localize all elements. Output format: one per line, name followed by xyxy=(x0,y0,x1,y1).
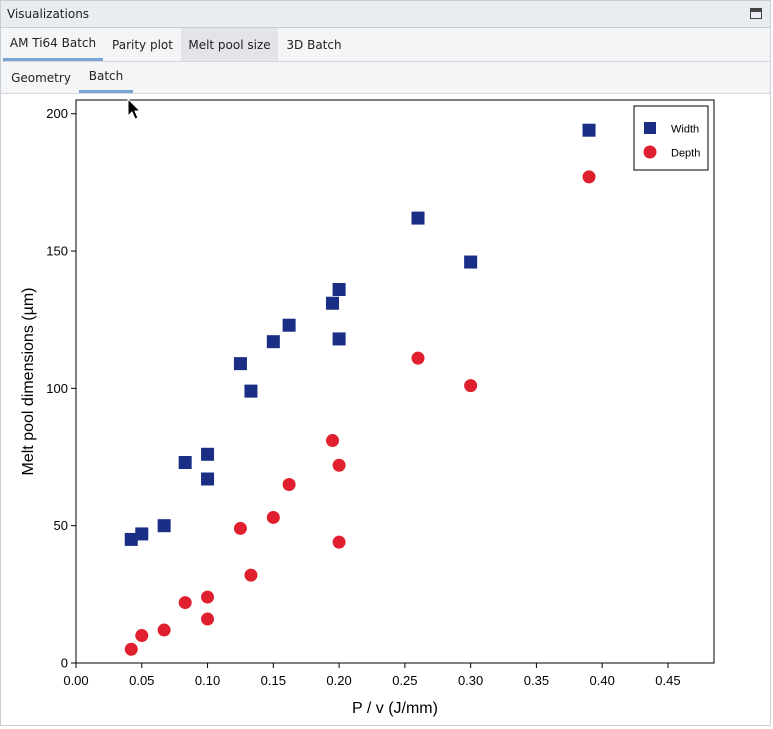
tab-parity-plot[interactable]: Parity plot xyxy=(104,28,181,61)
x-tick-label: 0.40 xyxy=(590,673,615,688)
width-point xyxy=(332,282,346,296)
chart-legend: Width Depth xyxy=(633,105,709,171)
width-point xyxy=(411,211,425,225)
width-point xyxy=(157,519,171,533)
tab-3d-batch[interactable]: 3D Batch xyxy=(279,28,349,61)
depth-point xyxy=(464,379,478,393)
depth-point xyxy=(244,568,258,582)
width-point xyxy=(266,335,280,349)
tab-label: Melt pool size xyxy=(188,37,271,52)
y-axis-ticks: 0 50 100 150 200 xyxy=(46,106,76,671)
width-point xyxy=(201,447,215,461)
width-point xyxy=(233,357,247,371)
x-tick-label: 0.05 xyxy=(129,673,154,688)
panel-title: Visualizations xyxy=(7,7,90,21)
x-tick-label: 0.10 xyxy=(195,673,220,688)
width-point xyxy=(178,456,192,470)
y-tick-label: 150 xyxy=(46,244,68,259)
width-point xyxy=(244,384,258,398)
width-point xyxy=(326,296,340,310)
mouse-pointer-icon xyxy=(127,98,142,120)
x-axis-label: P / v (J/mm) xyxy=(352,700,438,717)
legend-depth-label: Depth xyxy=(671,148,700,160)
depth-point xyxy=(332,458,346,472)
y-tick-label: 200 xyxy=(46,106,68,121)
width-point xyxy=(282,318,296,332)
depth-point xyxy=(201,590,215,604)
secondary-tab-bar: Geometry Batch xyxy=(0,62,771,94)
x-axis-ticks: 0.00 0.05 0.10 0.15 0.20 0.25 0.30 0.35 0.40 0.45 xyxy=(63,663,681,688)
depth-point xyxy=(582,170,596,184)
legend-width-marker xyxy=(644,122,656,134)
tab-label: AM Ti64 Batch xyxy=(9,36,97,50)
x-tick-label: 0.20 xyxy=(326,673,351,688)
width-point xyxy=(332,332,346,346)
depth-point xyxy=(135,629,149,643)
depth-point xyxy=(178,596,192,610)
x-tick-label: 0.45 xyxy=(655,673,680,688)
depth-point xyxy=(332,535,346,549)
legend-box xyxy=(633,105,709,171)
width-point xyxy=(135,527,149,541)
width-point xyxy=(582,123,596,137)
x-tick-label: 0.30 xyxy=(458,673,483,688)
y-tick-label: 50 xyxy=(54,518,68,533)
x-tick-label: 0.25 xyxy=(392,673,417,688)
y-axis-label: Melt pool dimensions (µm) xyxy=(20,288,37,476)
tab-melt-pool-size[interactable]: Melt pool size xyxy=(181,28,278,61)
data-points xyxy=(124,123,596,656)
scatter-chart[interactable]: 0.00 0.05 0.10 0.15 0.20 0.25 0.30 0.35 0.40 0.45… xyxy=(1,94,770,725)
panel-titlebar: Visualizations xyxy=(0,0,771,28)
plot-area: 0.00 0.05 0.10 0.15 0.20 0.25 0.30 0.35 0.40 0.45… xyxy=(0,94,771,726)
depth-point xyxy=(411,351,425,365)
y-tick-label: 0 xyxy=(61,656,68,671)
y-tick-label: 100 xyxy=(46,381,68,396)
axes-frame xyxy=(75,99,715,664)
depth-point xyxy=(233,521,247,535)
depth-point xyxy=(282,477,296,491)
primary-tab-bar: AM Ti64 Batch Parity plot Melt pool size… xyxy=(0,28,771,62)
tab-batch[interactable]: Batch xyxy=(79,62,133,93)
tab-label: Batch xyxy=(88,69,124,83)
depth-point xyxy=(157,623,171,637)
x-tick-label: 0.00 xyxy=(63,673,88,688)
tab-label: 3D Batch xyxy=(286,37,342,52)
depth-point xyxy=(266,510,280,524)
tab-geometry[interactable]: Geometry xyxy=(3,62,79,93)
tab-am-ti64-batch[interactable]: AM Ti64 Batch xyxy=(3,28,103,61)
depth-point xyxy=(124,642,138,656)
tab-label: Parity plot xyxy=(112,37,173,52)
width-point xyxy=(201,472,215,486)
depth-point xyxy=(201,612,215,626)
x-tick-label: 0.35 xyxy=(524,673,549,688)
legend-width-label: Width xyxy=(671,124,699,136)
tab-label: Geometry xyxy=(11,70,71,85)
depth-point xyxy=(326,434,340,448)
width-point xyxy=(464,255,478,269)
maximize-icon[interactable] xyxy=(750,8,762,19)
legend-depth-marker xyxy=(643,145,657,159)
width-point xyxy=(124,532,138,546)
x-tick-label: 0.15 xyxy=(261,673,286,688)
